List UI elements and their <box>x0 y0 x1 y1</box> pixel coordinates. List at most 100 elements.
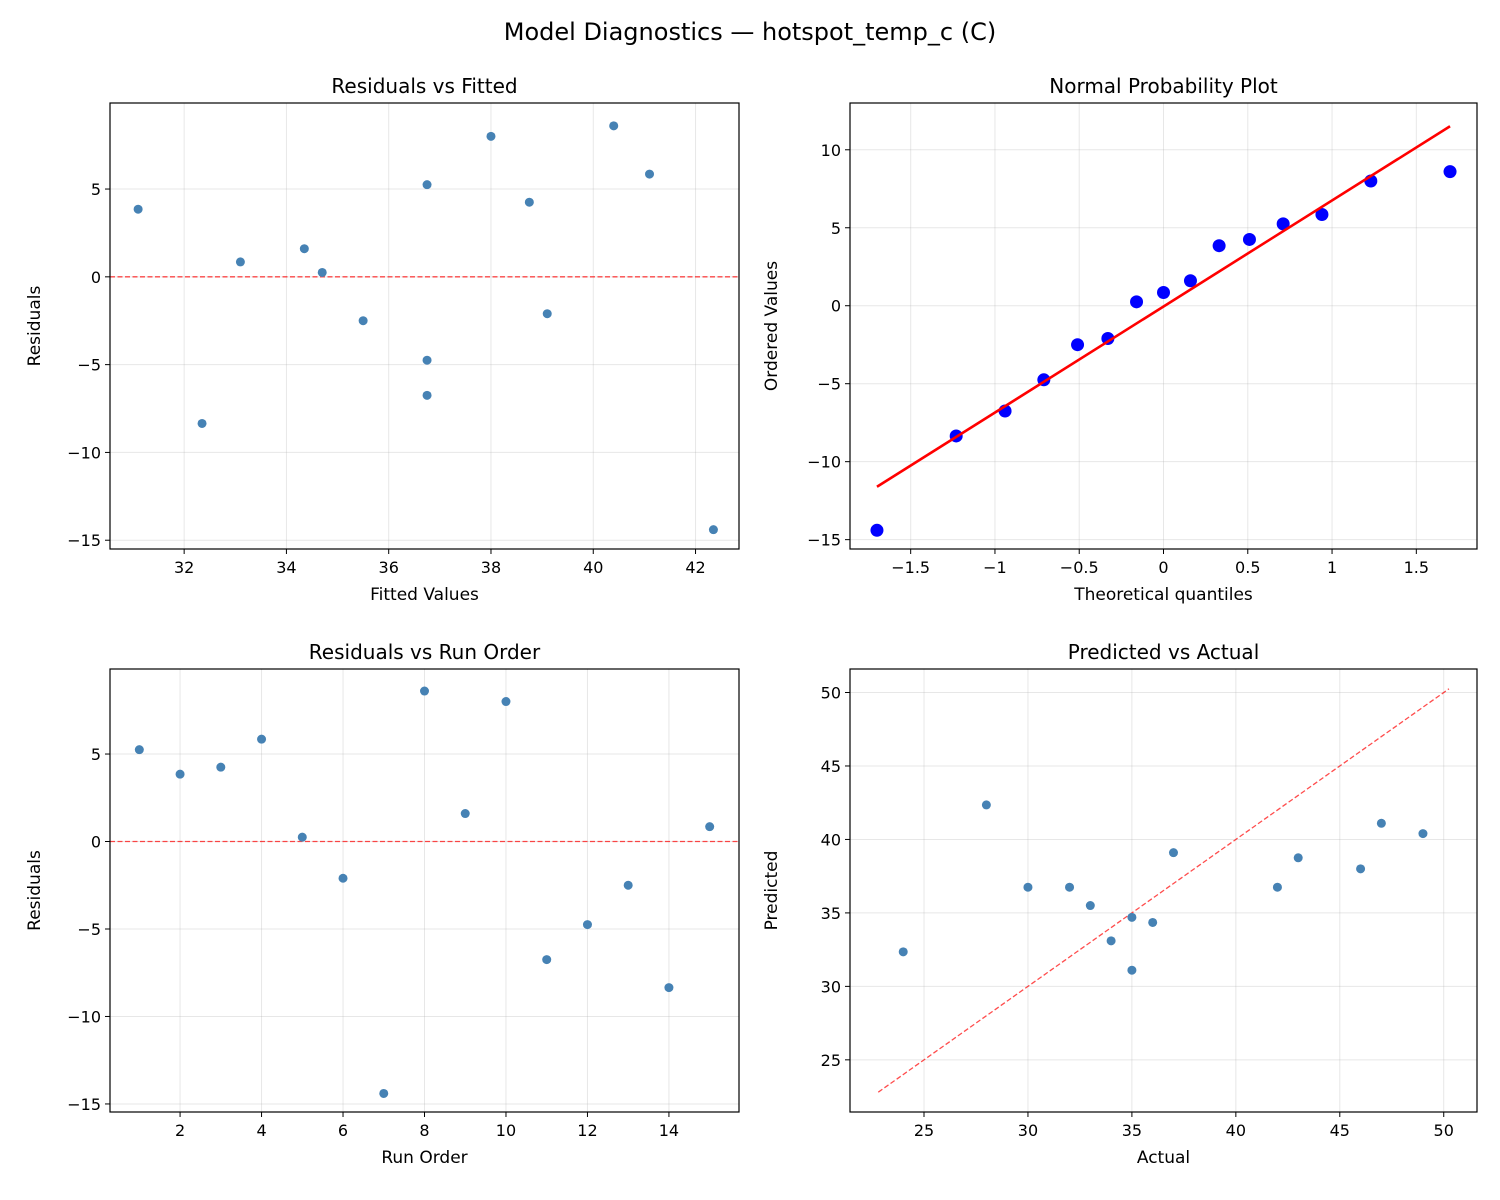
y-tick-label: 10 <box>821 141 841 160</box>
data-point <box>1127 965 1137 975</box>
y-axis-label: Predicted <box>762 851 782 931</box>
subplot-4: 25 30 35 40 45 50 25 30 35 40 45 50 Predicted vs Act… <box>762 640 1478 1168</box>
data-point <box>705 822 715 832</box>
data-point <box>422 390 432 400</box>
data-point <box>317 267 327 277</box>
y-tick-label: 5 <box>831 219 841 238</box>
y-tick-label: 0 <box>831 297 841 316</box>
data-point <box>898 947 908 957</box>
data-point <box>1085 901 1095 911</box>
data-point <box>501 697 511 707</box>
data-point <box>1071 338 1085 352</box>
x-tick-label: −0.5 <box>1060 558 1099 577</box>
data-point <box>708 525 718 535</box>
y-tick-label: 50 <box>821 684 841 703</box>
x-tick-label: 40 <box>583 558 603 577</box>
data-point <box>1418 829 1428 839</box>
y-tick-label: 5 <box>91 180 101 199</box>
y-tick-label: −5 <box>77 920 101 939</box>
y-tick-label: −15 <box>67 1095 101 1114</box>
data-point <box>1356 864 1366 874</box>
data-point <box>379 1088 389 1098</box>
y-tick-label: −10 <box>67 1007 101 1026</box>
y-tick-label: 35 <box>821 904 841 923</box>
data-point <box>216 762 226 772</box>
x-tick-label: 6 <box>338 1121 348 1140</box>
data-point <box>297 832 307 842</box>
data-point <box>1023 882 1033 892</box>
data-point <box>1293 853 1303 863</box>
x-tick-label: −1 <box>983 558 1007 577</box>
axes-frame <box>109 668 740 1113</box>
subplot-title: Residuals vs Run Order <box>309 640 541 664</box>
x-tick-label: 8 <box>419 1121 429 1140</box>
data-point <box>197 418 207 428</box>
x-tick-label: 45 <box>1330 1121 1350 1140</box>
x-tick-label: 35 <box>1122 1121 1142 1140</box>
subplot-title: Normal Probability Plot <box>1049 74 1278 98</box>
y-axis-label: Ordered Values <box>762 261 782 391</box>
x-tick-label: 2 <box>175 1121 185 1140</box>
y-axis-label: Residuals <box>25 850 45 931</box>
figure-title: Model Diagnostics — hotspot_temp_c (C) <box>503 18 997 46</box>
data-point <box>1272 882 1282 892</box>
data-point <box>1127 912 1137 922</box>
y-tick-label: 5 <box>91 745 101 764</box>
x-tick-label: 10 <box>496 1121 516 1140</box>
x-tick-label: 50 <box>1434 1121 1454 1140</box>
x-tick-label: 36 <box>379 558 399 577</box>
y-tick-label: 30 <box>821 977 841 996</box>
y-tick-label: 45 <box>821 757 841 776</box>
x-tick-label: 1.5 <box>1404 558 1429 577</box>
data-point <box>1183 274 1197 288</box>
y-tick-label: 40 <box>821 830 841 849</box>
data-point <box>1106 936 1116 946</box>
data-point <box>460 809 470 819</box>
data-point <box>664 983 674 993</box>
data-point <box>134 745 144 755</box>
data-point <box>1242 232 1256 246</box>
data-point <box>420 686 429 696</box>
x-tick-label: 14 <box>659 1121 679 1140</box>
axes-frame <box>849 668 1478 1113</box>
data-point <box>1157 285 1170 299</box>
fit-line <box>876 125 1451 488</box>
x-axis-label: Fitted Values <box>370 585 479 605</box>
y-tick-label: −15 <box>807 531 841 550</box>
data-point <box>358 316 368 326</box>
data-point <box>645 169 655 179</box>
data-point <box>1101 331 1115 345</box>
y-tick-label: −5 <box>817 375 841 394</box>
data-point <box>609 121 619 131</box>
y-tick-label: 0 <box>91 833 101 852</box>
subplot-1: 32 34 36 38 40 42 −15 −10 −5 0 5 Residuals vs Fitte… <box>25 74 740 605</box>
data-point <box>486 131 496 141</box>
subplot-3: 2 4 6 8 10 12 14 −15 −10 −5 0 5 Residuals vs Run Ord… <box>25 640 740 1168</box>
data-point <box>257 734 267 744</box>
data-point <box>133 204 143 214</box>
x-tick-label: 12 <box>577 1121 597 1140</box>
identity-line <box>877 688 1450 1093</box>
x-tick-label: 38 <box>481 558 501 577</box>
y-axis-label: Residuals <box>25 286 45 367</box>
data-point <box>338 873 348 883</box>
x-tick-label: 1 <box>1327 558 1337 577</box>
y-tick-label: −10 <box>807 453 841 472</box>
data-point <box>542 309 552 319</box>
data-point <box>1315 208 1329 221</box>
x-tick-label: 4 <box>256 1121 266 1140</box>
data-point <box>870 523 884 537</box>
x-tick-label: −1.5 <box>891 558 930 577</box>
data-point <box>542 955 552 965</box>
y-tick-label: −5 <box>77 356 101 375</box>
data-point <box>1443 165 1457 179</box>
data-point <box>422 355 432 365</box>
data-point <box>1148 917 1158 927</box>
data-point <box>1130 295 1144 309</box>
x-tick-label: 42 <box>685 558 705 577</box>
axes-frame <box>109 102 740 550</box>
x-axis-label: Actual <box>1137 1148 1190 1168</box>
data-point <box>422 180 432 190</box>
data-point <box>623 880 633 890</box>
